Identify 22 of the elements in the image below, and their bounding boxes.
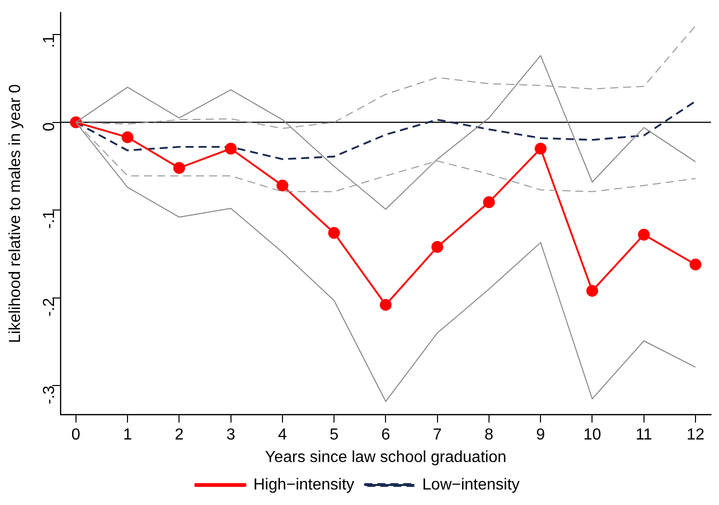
y-tick-label: -.1 <box>40 210 58 229</box>
y-tick-label: 0 <box>40 122 58 132</box>
y-tick-label: -.2 <box>40 298 58 317</box>
x-tick-label: 2 <box>174 426 184 444</box>
x-tick-label: 8 <box>484 426 494 444</box>
x-tick-label: 6 <box>381 426 390 444</box>
y-axis-title: Likelihood relative to males in year 0 <box>7 84 24 344</box>
legend-label: Low−intensity <box>422 476 520 494</box>
y-tick-label: .1 <box>40 34 58 48</box>
legend-label: High−intensity <box>253 476 354 494</box>
x-tick-label: 1 <box>123 426 132 444</box>
x-tick-label: 0 <box>71 426 80 444</box>
x-tick-label: 12 <box>686 426 705 444</box>
x-tick-label: 10 <box>583 426 602 444</box>
x-tick-label: 7 <box>432 426 442 444</box>
x-tick-label: 3 <box>226 426 236 444</box>
x-tick-label: 9 <box>536 426 546 444</box>
y-tick-label: -.3 <box>40 386 58 404</box>
x-axis-title: Years since law school graduation <box>265 448 506 466</box>
x-tick-label: 5 <box>330 426 339 444</box>
x-tick-label: 4 <box>278 426 287 444</box>
x-tick-label: 11 <box>636 426 652 444</box>
